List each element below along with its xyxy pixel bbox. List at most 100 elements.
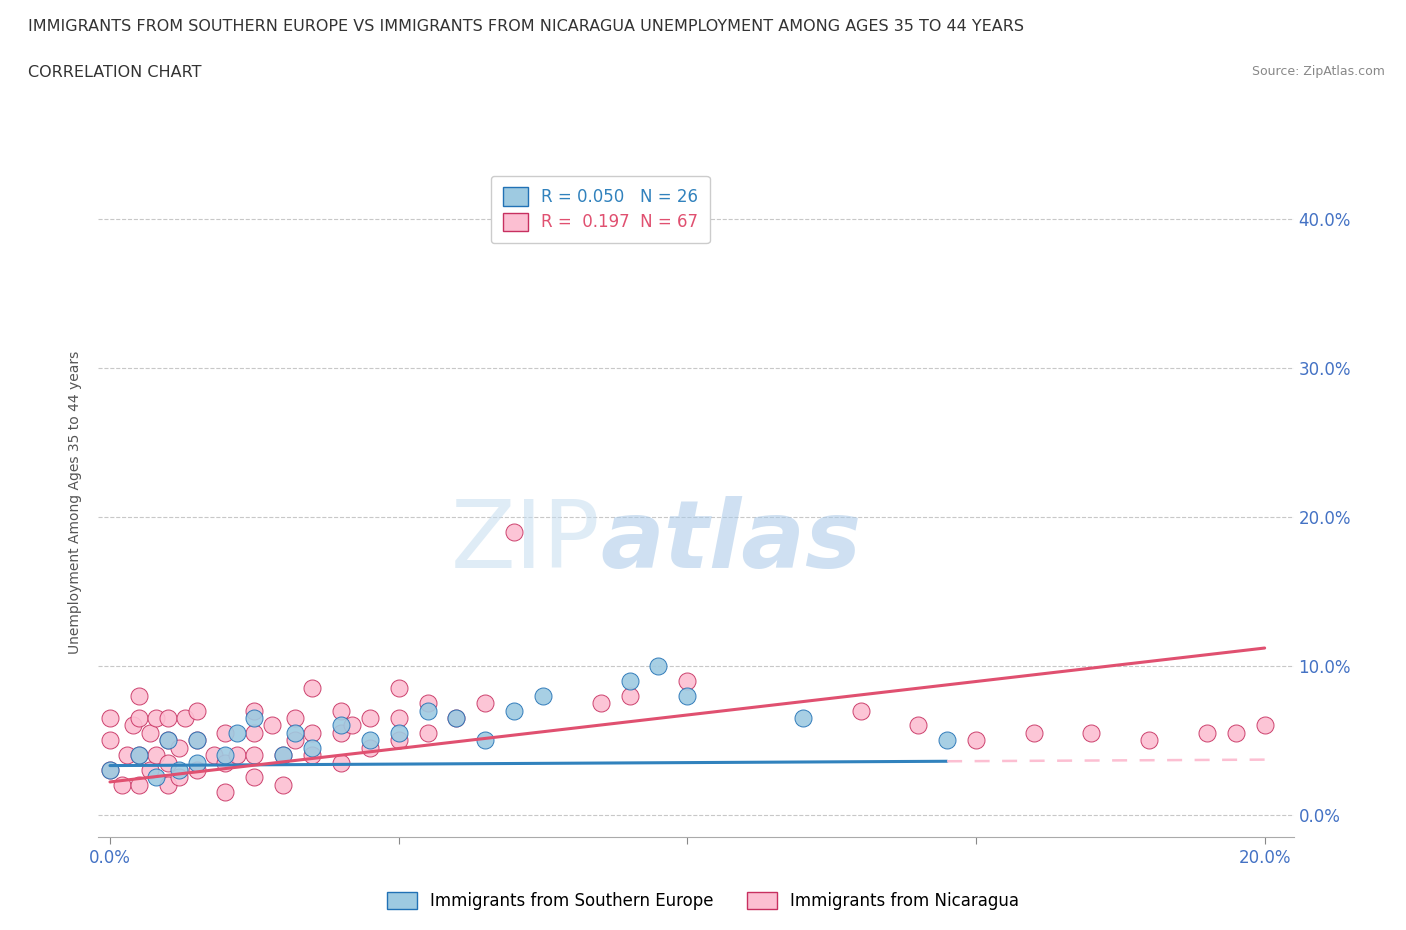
Point: [167, 770, 190, 785]
Point: [214, 755, 236, 770]
Point: [416, 703, 439, 718]
Point: [139, 725, 162, 740]
Point: [301, 681, 323, 696]
Point: [156, 733, 179, 748]
Point: [342, 718, 364, 733]
Text: Source: ZipAtlas.com: Source: ZipAtlas.com: [1251, 65, 1385, 78]
Point: [301, 740, 323, 755]
Point: [503, 525, 526, 539]
Point: [1225, 725, 1247, 740]
Point: [589, 696, 612, 711]
Point: [167, 763, 190, 777]
Point: [145, 770, 167, 785]
Point: [416, 725, 439, 740]
Point: [186, 763, 208, 777]
Point: [446, 711, 468, 725]
Point: [1195, 725, 1218, 740]
Point: [388, 711, 411, 725]
Point: [243, 725, 266, 740]
Point: [156, 711, 179, 725]
Point: [1253, 718, 1275, 733]
Point: [474, 696, 496, 711]
Point: [128, 748, 150, 763]
Text: CORRELATION CHART: CORRELATION CHART: [28, 65, 201, 80]
Point: [271, 777, 294, 792]
Point: [214, 748, 236, 763]
Point: [647, 658, 669, 673]
Text: IMMIGRANTS FROM SOUTHERN EUROPE VS IMMIGRANTS FROM NICARAGUA UNEMPLOYMENT AMONG : IMMIGRANTS FROM SOUTHERN EUROPE VS IMMIG…: [28, 19, 1024, 33]
Point: [359, 711, 381, 725]
Point: [271, 748, 294, 763]
Point: [243, 711, 266, 725]
Text: ZIP: ZIP: [451, 497, 600, 589]
Point: [156, 733, 179, 748]
Point: [329, 725, 352, 740]
Point: [186, 733, 208, 748]
Legend: Immigrants from Southern Europe, Immigrants from Nicaragua: Immigrants from Southern Europe, Immigra…: [380, 885, 1026, 917]
Point: [167, 740, 190, 755]
Point: [156, 777, 179, 792]
Point: [301, 725, 323, 740]
Point: [214, 785, 236, 800]
Point: [388, 681, 411, 696]
Point: [260, 718, 283, 733]
Point: [388, 725, 411, 740]
Text: atlas: atlas: [600, 497, 862, 589]
Point: [98, 763, 121, 777]
Point: [531, 688, 554, 703]
Point: [446, 711, 468, 725]
Point: [122, 718, 145, 733]
Point: [128, 748, 150, 763]
Point: [329, 718, 352, 733]
Y-axis label: Unemployment Among Ages 35 to 44 years: Unemployment Among Ages 35 to 44 years: [69, 351, 83, 654]
Point: [156, 755, 179, 770]
Point: [849, 703, 872, 718]
Point: [388, 733, 411, 748]
Point: [174, 711, 197, 725]
Point: [98, 763, 121, 777]
Point: [186, 733, 208, 748]
Point: [128, 777, 150, 792]
Point: [359, 740, 381, 755]
Point: [226, 748, 249, 763]
Point: [243, 770, 266, 785]
Point: [202, 748, 225, 763]
Point: [243, 703, 266, 718]
Point: [145, 748, 167, 763]
Point: [676, 673, 699, 688]
Point: [1022, 725, 1045, 740]
Legend: R = 0.050   N = 26, R =  0.197  N = 67: R = 0.050 N = 26, R = 0.197 N = 67: [491, 176, 710, 243]
Point: [271, 748, 294, 763]
Point: [139, 763, 162, 777]
Point: [98, 733, 121, 748]
Point: [284, 733, 307, 748]
Point: [619, 673, 641, 688]
Point: [792, 711, 814, 725]
Point: [284, 711, 307, 725]
Point: [186, 703, 208, 718]
Point: [284, 725, 307, 740]
Point: [214, 725, 236, 740]
Point: [907, 718, 929, 733]
Point: [474, 733, 496, 748]
Point: [110, 777, 132, 792]
Point: [936, 733, 959, 748]
Point: [226, 725, 249, 740]
Point: [965, 733, 987, 748]
Point: [128, 711, 150, 725]
Point: [416, 696, 439, 711]
Point: [329, 755, 352, 770]
Point: [128, 688, 150, 703]
Point: [186, 755, 208, 770]
Point: [117, 748, 139, 763]
Point: [1080, 725, 1102, 740]
Point: [243, 748, 266, 763]
Point: [98, 711, 121, 725]
Point: [329, 703, 352, 718]
Point: [359, 733, 381, 748]
Point: [619, 688, 641, 703]
Point: [503, 703, 526, 718]
Point: [676, 688, 699, 703]
Point: [1137, 733, 1160, 748]
Point: [301, 748, 323, 763]
